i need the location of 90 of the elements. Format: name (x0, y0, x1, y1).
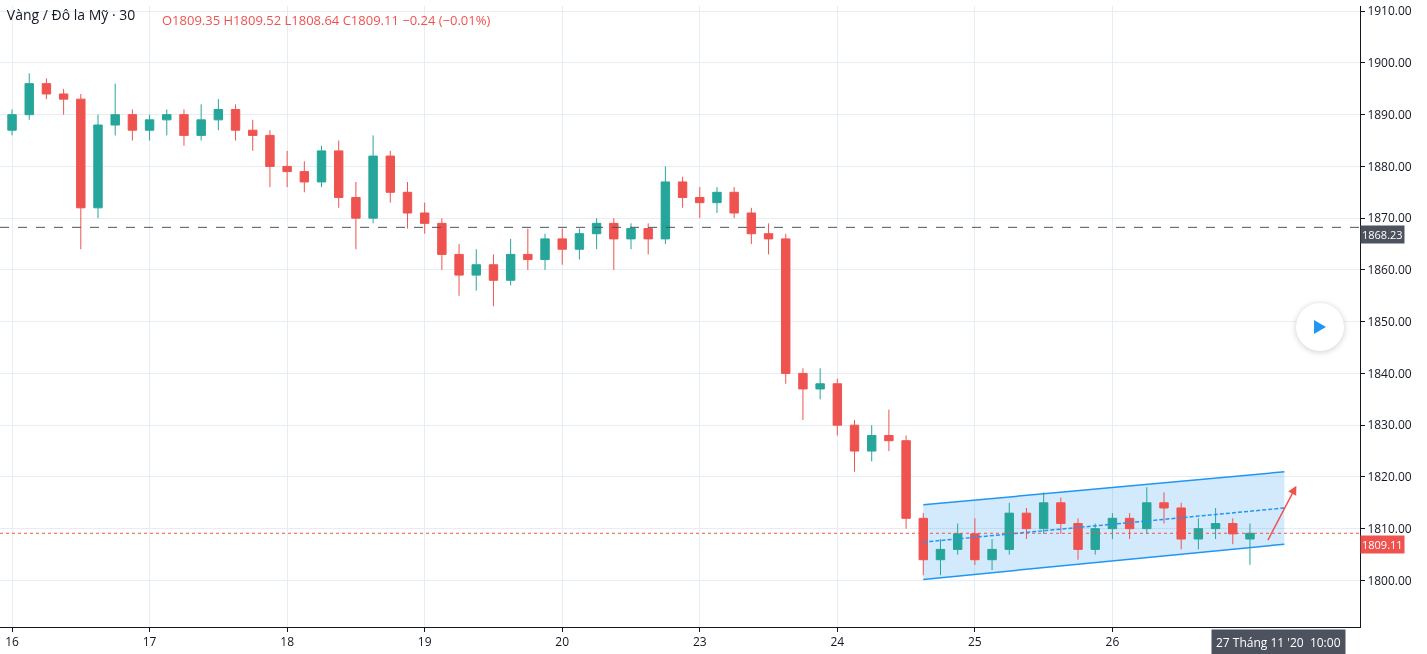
candlestick (110, 83, 120, 136)
y-tick-label: 1890.00 (1367, 105, 1412, 123)
candlestick (419, 202, 430, 235)
candlestick (162, 109, 172, 136)
candlestick (213, 98, 224, 131)
candlestick (351, 181, 361, 250)
x-tick-label: 25 (968, 633, 982, 651)
y-tick-label: 1900.00 (1367, 54, 1412, 72)
text: 27 Tháng 11 '20 10:00 (1216, 634, 1341, 651)
candlestick (179, 109, 189, 147)
candlestick (334, 140, 344, 209)
candlestick (677, 176, 688, 209)
x-tick-label: 18 (280, 633, 295, 651)
chart-title: Vàng / Đô la Mỹ · 30 (6, 4, 136, 24)
candlestick (230, 103, 241, 142)
candlestick (952, 523, 963, 556)
candlestick (76, 93, 86, 250)
candlestick (935, 538, 946, 576)
candlestick (454, 243, 464, 297)
candlestick (1090, 523, 1100, 556)
candlestick (402, 181, 413, 230)
x-tick-label: 24 (830, 633, 845, 651)
candlestick (248, 119, 258, 152)
candlestick (1193, 517, 1204, 550)
candlestick (609, 217, 619, 271)
y-tick-label: 1840.00 (1367, 364, 1412, 382)
candlestick (196, 103, 206, 142)
candlestick (866, 424, 877, 462)
candlestick (832, 378, 843, 437)
candlestick (505, 238, 516, 286)
candlestick (540, 233, 550, 271)
y-tick-label: 1910.00 (1367, 2, 1412, 20)
candlestick (884, 409, 894, 452)
x-tick-label: 17 (142, 633, 157, 651)
candlestick (695, 186, 705, 219)
candlestick (798, 367, 808, 421)
candlestick (488, 253, 499, 307)
candlestick (93, 114, 103, 219)
candlestick (1004, 502, 1014, 556)
x-tick-label: 20 (555, 633, 570, 651)
candlestick (316, 145, 327, 188)
x-tick-label: 19 (417, 633, 432, 651)
candlestick (41, 77, 52, 100)
candlestick (523, 228, 533, 271)
x-tick-label: 16 (5, 633, 20, 651)
candlestick (626, 222, 636, 250)
y-tick-label: 1820.00 (1367, 468, 1412, 486)
candlestick (24, 72, 34, 121)
y-tick-label: 1860.00 (1367, 261, 1412, 279)
candlestick (471, 248, 481, 292)
candlestick (729, 186, 739, 219)
candlestick (849, 419, 860, 473)
candlestick (660, 165, 671, 245)
candlestick (368, 134, 378, 224)
candlestick (1038, 491, 1049, 535)
candlestick (265, 129, 275, 188)
candlestick (385, 150, 395, 204)
candlestick (712, 186, 722, 214)
x-tick-label: 23 (692, 633, 707, 651)
candlestick (557, 228, 567, 266)
candlestick (58, 88, 69, 116)
y-tick-label: 1850.00 (1367, 312, 1412, 330)
y-tick-label: 1800.00 (1367, 571, 1412, 589)
candlestick (987, 538, 997, 571)
y-tick-label: 1830.00 (1367, 416, 1412, 434)
candlestick (643, 222, 653, 255)
candlestick (1142, 486, 1152, 535)
y-tick-label: 1870.00 (1367, 209, 1412, 227)
candlestick (1159, 491, 1169, 524)
annotation: O1809.35 H1809.52 L1808.64 C1809.11 −0.24 (−0.01%) (162, 11, 491, 29)
y-tick-label: 1880.00 (1367, 157, 1412, 175)
candlestick (746, 207, 757, 245)
candlestick (127, 109, 138, 142)
candlestick (437, 217, 447, 271)
candlestick (763, 222, 774, 255)
ref-line-label: 1868.23 (1362, 227, 1403, 242)
candlestick (1210, 507, 1221, 540)
candlestick (574, 228, 585, 261)
x-tick-label: 26 (1105, 633, 1120, 651)
candlestick (1245, 523, 1255, 566)
candlestick (282, 150, 292, 188)
ref-line-label: 1809.11 (1362, 537, 1403, 552)
candlestick (7, 109, 17, 136)
candlestick (901, 435, 911, 530)
candlestick (144, 114, 155, 142)
candlestick (591, 217, 602, 250)
y-tick-label: 1810.00 (1367, 519, 1412, 537)
candlestick (781, 233, 791, 385)
candlestick (299, 160, 310, 193)
candlestick (815, 367, 825, 400)
